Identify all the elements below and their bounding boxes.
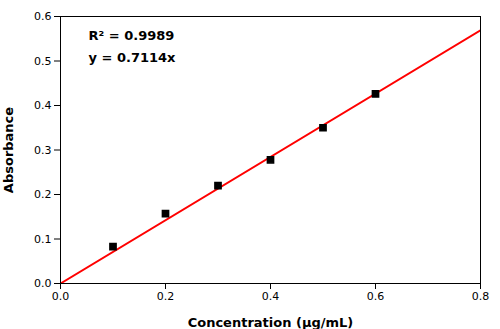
svg-text:Concentration (μg/mL): Concentration (μg/mL) xyxy=(188,315,354,329)
svg-text:y = 0.7114x: y = 0.7114x xyxy=(89,50,177,65)
svg-text:0.2: 0.2 xyxy=(34,188,52,201)
svg-text:0.0: 0.0 xyxy=(34,277,52,290)
svg-text:0.0: 0.0 xyxy=(52,290,70,303)
svg-text:0.2: 0.2 xyxy=(157,290,175,303)
svg-text:Absorbance: Absorbance xyxy=(1,107,16,193)
svg-text:0.4: 0.4 xyxy=(262,290,280,303)
svg-text:0.6: 0.6 xyxy=(34,10,52,23)
svg-text:0.8: 0.8 xyxy=(472,290,490,303)
svg-text:0.3: 0.3 xyxy=(34,144,52,157)
svg-text:0.1: 0.1 xyxy=(34,233,52,246)
svg-text:0.5: 0.5 xyxy=(34,55,52,68)
svg-text:0.4: 0.4 xyxy=(34,99,52,112)
svg-text:R² = 0.9989: R² = 0.9989 xyxy=(89,28,175,43)
svg-text:0.6: 0.6 xyxy=(367,290,385,303)
